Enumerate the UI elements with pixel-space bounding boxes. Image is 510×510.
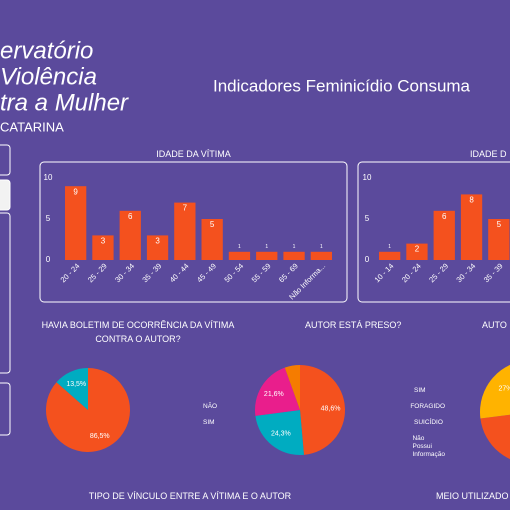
data-label: 1 [293,244,296,250]
data-label: 1 [388,244,391,250]
data-label: 3 [155,237,160,246]
data-label: 1 [320,244,323,250]
chart-title: AUTO [482,320,507,330]
x-tick-label: 35 - 39 [140,261,163,284]
bar [406,243,428,260]
chart-title: HAVIA BOLETIM DE OCORRÊNCIA DA VÍTIMA CO… [41,320,235,344]
logo-text: ervatório [0,37,93,64]
chart-title: AUTOR ESTÁ PRESO? [305,320,402,330]
pie-slice [284,365,300,410]
legend-label: SIM [203,419,215,426]
section-title: TIPO DE VÍNCULO ENTRE A VÍTIMA E O AUTOR [88,491,292,501]
pie-slice [56,368,88,410]
y-tick-label: 5 [46,214,51,223]
sidebar-box [0,212,11,374]
bar [146,235,169,260]
bar [119,210,141,260]
sidebar-box [0,382,11,436]
data-label: 3 [101,237,106,246]
x-tick-label: 10 - 14 [373,261,396,284]
legend-label: NÃO [203,403,218,410]
data-label: 21,6% [264,391,284,398]
pie-slice [255,367,300,416]
data-label: 1 [238,244,241,250]
x-tick-label: 20 - 24 [400,261,423,284]
logo-text: Violência [0,63,97,90]
data-label: 27% [498,385,510,392]
bar [65,186,87,260]
data-label: 48,6% [321,405,341,412]
bar [283,251,305,260]
bar [460,194,483,260]
data-label: 5 [497,220,502,229]
chart-title: IDADE DA VÍTIMA [156,149,231,159]
x-tick-label: 25 - 29 [86,261,109,284]
logo-text: CATARINA [0,119,64,134]
panel [39,161,348,303]
legend-item: Não Possui Informação [383,435,445,463]
data-label: 9 [73,187,78,196]
page-title: Indicadores Feminicídio Consuma [213,76,471,95]
y-tick-label: 0 [46,255,51,264]
data-label: 24,3% [271,431,291,438]
data-label: 6 [128,212,133,221]
data-label: 13,5% [66,381,86,388]
pie-slice [480,364,510,419]
x-tick-label: 65 - 69 [277,261,300,284]
legend-item: SIM [383,387,445,399]
data-label: 7 [183,204,188,213]
pie-slice [46,368,131,453]
chart-title: IDADE D [470,149,507,159]
legend-label: FORAGIDO [410,403,445,410]
data-label: 5 [210,220,215,229]
panel [357,161,510,303]
y-tick-label: 0 [365,255,370,264]
x-tick-label: 25 - 29 [427,261,450,284]
x-tick-label: 30 - 34 [113,261,136,284]
sidebar-box [0,179,11,211]
data-label: 86,5% [90,433,110,440]
logo-text: tra a Mulher [0,89,129,116]
pie-slice [255,410,304,455]
y-tick-label: 5 [365,214,370,223]
x-tick-label: 30 - 34 [454,261,477,284]
bar [228,251,251,260]
data-label: 8 [469,196,474,205]
bar [379,251,401,260]
bar [433,210,455,260]
section-title: MEIO UTILIZADO [436,491,509,501]
y-tick-label: 10 [363,173,372,182]
legend-item: SIM [172,419,234,431]
data-label: 2 [415,245,420,254]
sidebar-box [0,144,11,176]
legend-item: SUICÍDIO [383,419,445,431]
bar [488,219,510,260]
bar [92,235,114,260]
x-tick-label: 40 - 44 [168,261,191,284]
data-label: 1 [265,244,268,250]
legend-label: SUICÍDIO [414,419,443,426]
data-label: 6 [442,212,447,221]
x-tick-label: 55 - 59 [250,261,273,284]
legend-label: SIM [414,387,426,394]
legend-item: FORAGIDO [383,403,445,415]
x-tick-label: 35 - 39 [482,261,505,284]
bar [201,219,223,260]
legend: NÃO SIM [172,403,234,435]
bar [256,251,278,260]
y-tick-label: 10 [44,173,53,182]
pie-slice [480,414,510,460]
legend-item: NÃO [172,403,234,415]
bar [310,251,332,260]
x-tick-label: 50 - 54 [222,261,245,284]
x-tick-label: 20 - 24 [59,261,82,284]
x-tick-label: 45 - 49 [195,261,218,284]
bar [174,202,196,260]
legend-label: Não Possui Informação [412,435,446,458]
legend: SIM FORAGIDO SUICÍDIO Não Possui Informação [383,387,445,467]
pie-slice [300,365,346,455]
